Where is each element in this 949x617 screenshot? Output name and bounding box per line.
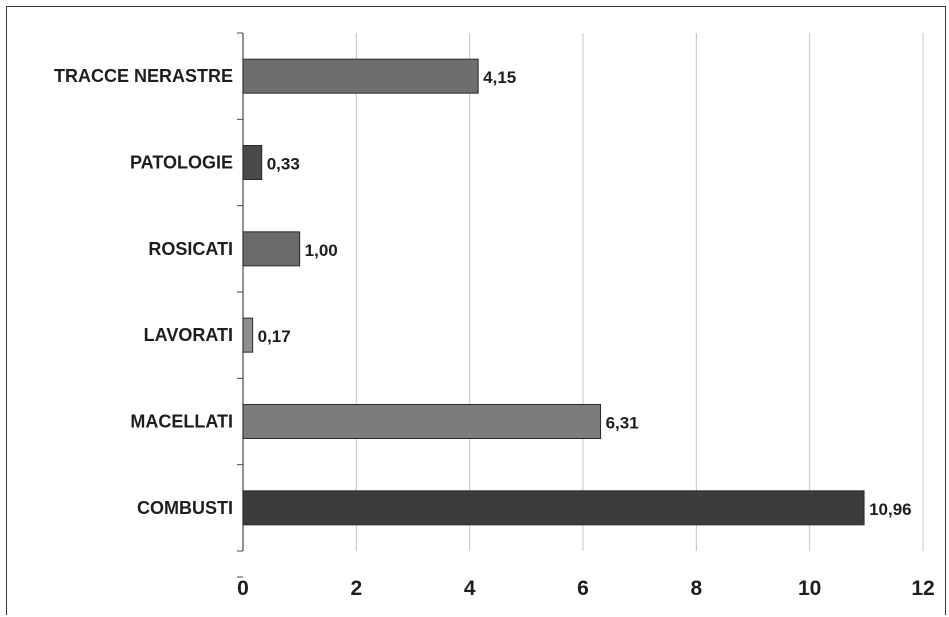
bar-combusti	[242, 490, 865, 526]
bar-macellati	[242, 404, 602, 439]
category-label-lavorati: LAVORATI	[144, 325, 233, 345]
x-tick-label-4: 4	[464, 577, 476, 600]
x-tick-label-6: 6	[577, 577, 589, 600]
chart-frame	[6, 6, 946, 615]
data-label-combusti: 10,96	[869, 500, 912, 519]
x-tick-label-8: 8	[690, 577, 702, 600]
data-label-rosicati: 1,00	[305, 241, 338, 260]
x-tick-label-12: 12	[911, 577, 934, 600]
category-label-combusti: COMBUSTI	[137, 498, 233, 518]
data-label-macellati: 6,31	[606, 414, 639, 433]
x-tick-label-10: 10	[798, 577, 821, 600]
bars	[242, 58, 865, 526]
category-label-rosicati: ROSICATI	[148, 239, 233, 259]
category-label-macellati: MACELLATI	[130, 412, 233, 432]
category-label-patologie: PATOLOGIE	[130, 153, 233, 173]
labels: 0 2 4 6 8 10 12 TRACCE NERASTRE 4,15 PATOLOGIE 0,3…	[54, 66, 935, 600]
gridlines	[355, 33, 924, 551]
bar-lavorati	[242, 317, 254, 353]
data-label-lavorati: 0,17	[258, 327, 291, 346]
bar-patologie	[242, 145, 263, 180]
bar-rosicati	[242, 231, 301, 267]
x-tick-label-0: 0	[237, 577, 249, 600]
data-label-tracce-nerastre: 4,15	[483, 68, 516, 87]
category-label-tracce-nerastre: TRACCE NERASTRE	[54, 66, 233, 86]
bar-tracce-nerastre	[242, 58, 479, 94]
data-label-patologie: 0,33	[267, 155, 300, 174]
x-tick-label-2: 2	[350, 577, 362, 600]
axes	[237, 32, 244, 578]
